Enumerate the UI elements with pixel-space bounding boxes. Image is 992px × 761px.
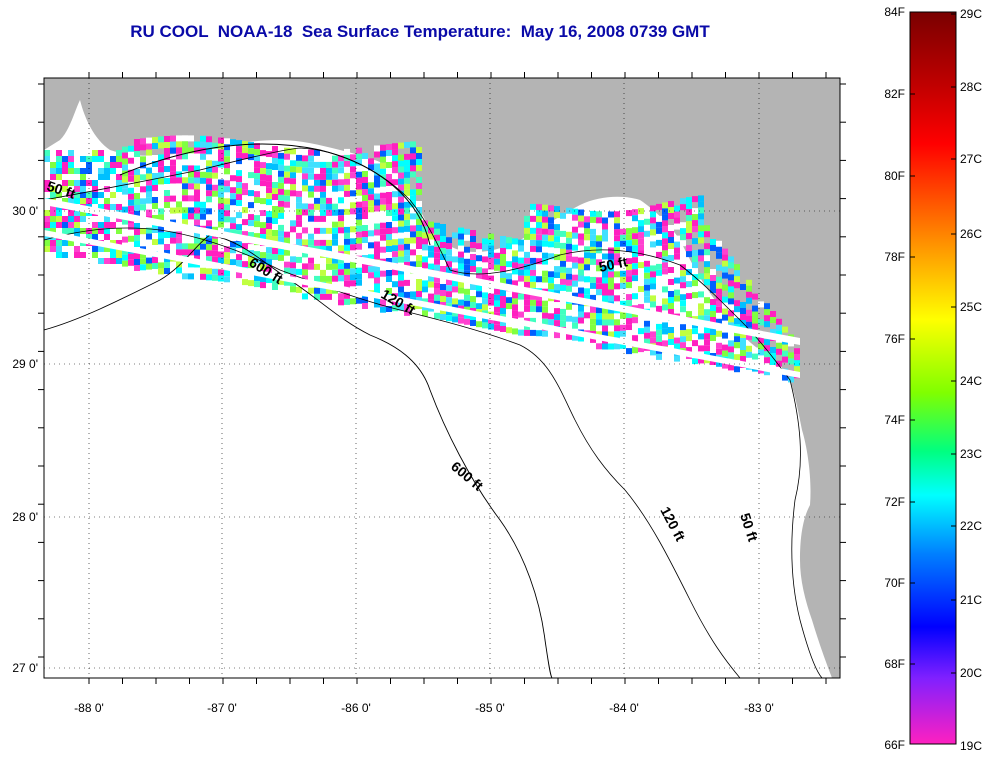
fahrenheit-labels: 84F 82F 80F 78F 76F 74F 72F 70F 68F 66F — [884, 5, 905, 752]
colorbar-c-label: 22C — [960, 519, 982, 533]
land-mass — [44, 78, 840, 678]
colorbar-gradient — [909, 11, 957, 745]
contour-label: 50 ft — [597, 253, 629, 275]
colorbar-c-label: 19C — [960, 739, 982, 753]
contour-50ft-line — [44, 147, 823, 678]
colorbar-f-label: 72F — [884, 495, 905, 509]
colorbar-f-label: 80F — [884, 169, 905, 183]
map-title: RU COOL NOAA-18 Sea Surface Temperature:… — [130, 22, 710, 41]
colorbar-c-label: 21C — [960, 593, 982, 607]
lat-label: 29 0' — [12, 357, 38, 371]
colorbar-c-label: 25C — [960, 300, 982, 314]
lat-label: 28 0' — [12, 510, 38, 524]
lon-label: -86 0' — [341, 701, 371, 715]
colorbar-c-label: 24C — [960, 374, 982, 388]
scan-gap-stripes — [44, 198, 800, 378]
latitude-labels: 30 0' 29 0' 28 0' 27 0' — [12, 204, 38, 675]
colorbar-c-label: 28C — [960, 80, 982, 94]
colorbar-f-label: 70F — [884, 576, 905, 590]
colorbar-c-label: 23C — [960, 447, 982, 461]
lon-label: -85 0' — [475, 701, 505, 715]
grid-lines — [44, 78, 840, 678]
map-frame — [43, 77, 841, 679]
colorbar-f-label: 66F — [884, 738, 905, 752]
colorbar-f-label: 82F — [884, 87, 905, 101]
colorbar-c-label: 20C — [960, 666, 982, 680]
colorbar-ticks — [910, 11, 956, 745]
contour-120ft-line — [44, 227, 741, 678]
lat-label: 30 0' — [12, 204, 38, 218]
lon-label: -88 0' — [74, 701, 104, 715]
colorbar-f-label: 76F — [884, 332, 905, 346]
colorbar-f-label: 78F — [884, 250, 905, 264]
colorbar-c-label: 29C — [960, 7, 982, 21]
lon-label: -84 0' — [609, 701, 639, 715]
longitude-labels: -88 0' -87 0' -86 0' -85 0' -84 0' -83 0… — [74, 701, 774, 715]
lat-label: 27 0' — [12, 661, 38, 675]
contour-600ft-line — [44, 234, 553, 678]
colorbar-f-label: 84F — [884, 5, 905, 19]
celsius-labels: 29C 28C 27C 26C 25C 24C 23C 22C 21C 20C … — [960, 7, 982, 753]
contour-arc — [119, 143, 431, 246]
lon-label: -87 0' — [207, 701, 237, 715]
colorbar-c-label: 27C — [960, 152, 982, 166]
colorbar-f-label: 68F — [884, 657, 905, 671]
lon-label: -83 0' — [744, 701, 774, 715]
colorbar-f-label: 74F — [884, 413, 905, 427]
colorbar-c-label: 26C — [960, 227, 982, 241]
axis-ticks — [38, 72, 846, 684]
